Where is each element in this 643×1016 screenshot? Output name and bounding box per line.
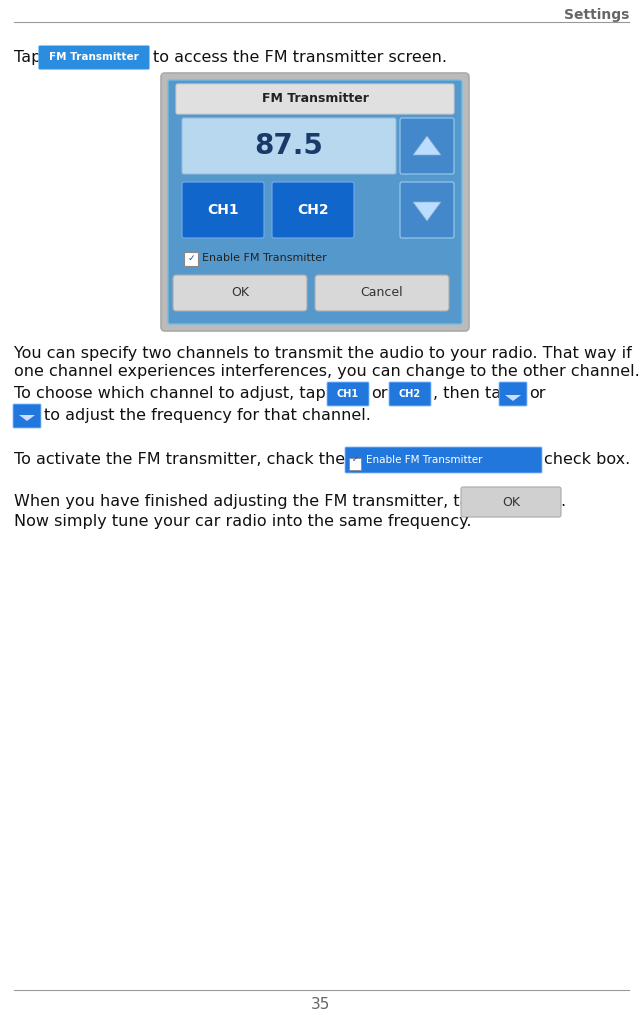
Text: CH1: CH1: [337, 389, 359, 399]
FancyBboxPatch shape: [272, 182, 354, 238]
FancyBboxPatch shape: [315, 275, 449, 311]
FancyBboxPatch shape: [182, 182, 264, 238]
Text: FM Transmitter: FM Transmitter: [49, 53, 139, 63]
FancyBboxPatch shape: [389, 382, 431, 406]
Text: When you have finished adjusting the FM transmitter, tap: When you have finished adjusting the FM …: [14, 494, 480, 509]
Text: CH2: CH2: [399, 389, 421, 399]
Text: Enable FM Transmitter: Enable FM Transmitter: [366, 455, 482, 465]
FancyBboxPatch shape: [499, 382, 527, 406]
Text: Cancel: Cancel: [361, 287, 403, 300]
Text: Enable FM Transmitter: Enable FM Transmitter: [202, 253, 327, 263]
Text: Tap: Tap: [14, 50, 41, 65]
Polygon shape: [19, 415, 35, 421]
Text: OK: OK: [502, 496, 520, 508]
Text: ✓: ✓: [352, 454, 358, 463]
Text: to access the FM transmitter screen.: to access the FM transmitter screen.: [153, 50, 447, 65]
FancyBboxPatch shape: [349, 457, 361, 470]
Text: or: or: [529, 386, 545, 401]
Text: You can specify two channels to transmit the audio to your radio. That way if: You can specify two channels to transmit…: [14, 346, 632, 361]
Text: or: or: [371, 386, 388, 401]
Text: CH1: CH1: [207, 203, 239, 217]
FancyBboxPatch shape: [176, 84, 454, 114]
Text: check box.: check box.: [544, 452, 630, 467]
Text: FM Transmitter: FM Transmitter: [262, 92, 368, 106]
FancyBboxPatch shape: [345, 447, 542, 473]
FancyBboxPatch shape: [173, 275, 307, 311]
Text: to adjust the frequency for that channel.: to adjust the frequency for that channel…: [44, 408, 371, 423]
Text: CH2: CH2: [297, 203, 329, 217]
FancyBboxPatch shape: [327, 382, 369, 406]
FancyBboxPatch shape: [168, 80, 462, 324]
FancyBboxPatch shape: [461, 487, 561, 517]
Text: one channel experiences interferences, you can change to the other channel.: one channel experiences interferences, y…: [14, 364, 640, 379]
Text: OK: OK: [231, 287, 249, 300]
Text: .: .: [560, 494, 565, 509]
Polygon shape: [413, 136, 441, 155]
FancyBboxPatch shape: [161, 73, 469, 331]
Text: Now simply tune your car radio into the same frequency.: Now simply tune your car radio into the …: [14, 514, 471, 529]
FancyBboxPatch shape: [400, 182, 454, 238]
Text: To choose which channel to adjust, tap: To choose which channel to adjust, tap: [14, 386, 326, 401]
FancyBboxPatch shape: [13, 404, 41, 428]
FancyBboxPatch shape: [400, 118, 454, 174]
Polygon shape: [413, 202, 441, 221]
Text: Settings: Settings: [564, 8, 629, 22]
FancyBboxPatch shape: [183, 252, 197, 265]
FancyBboxPatch shape: [39, 46, 150, 69]
Text: To activate the FM transmitter, chack the: To activate the FM transmitter, chack th…: [14, 452, 345, 467]
Text: , then tap: , then tap: [433, 386, 511, 401]
Text: 87.5: 87.5: [255, 132, 323, 160]
FancyBboxPatch shape: [182, 118, 396, 174]
Text: ✓: ✓: [187, 254, 195, 262]
Text: 35: 35: [311, 997, 331, 1012]
Polygon shape: [505, 395, 521, 401]
